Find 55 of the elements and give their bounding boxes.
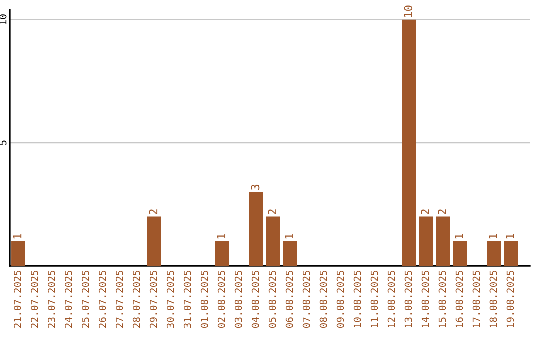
x-tick-label: 31.07.2025 — [184, 270, 192, 328]
data-label: 1 — [13, 234, 22, 239]
x-tick-label: 22.07.2025 — [30, 270, 38, 328]
y-tick-label: 5 — [0, 140, 7, 146]
x-tick-label: 25.07.2025 — [82, 270, 90, 328]
x-tick-label: 14.08.2025 — [422, 270, 430, 328]
bar — [487, 241, 502, 266]
data-label: 2 — [149, 210, 158, 215]
x-tick-label: 01.08.2025 — [200, 270, 208, 328]
bar — [266, 216, 280, 266]
x-tick-label: 12.08.2025 — [388, 270, 396, 328]
x-tick-label: 06.08.2025 — [286, 270, 294, 328]
x-tick-label: 13.08.2025 — [404, 270, 412, 328]
x-tick-label: 09.08.2025 — [336, 270, 344, 328]
bar — [215, 241, 230, 266]
data-label: 2 — [438, 210, 446, 215]
x-tick-label: 30.07.2025 — [166, 270, 174, 328]
x-tick-label: 04.08.2025 — [252, 270, 260, 328]
x-tick-label: 26.07.2025 — [98, 270, 106, 328]
x-tick-label: 02.08.2025 — [218, 270, 226, 328]
data-label: 10 — [404, 6, 413, 18]
data-label: 2 — [268, 210, 276, 215]
x-tick-label: 11.08.2025 — [370, 270, 378, 328]
x-tick-label: 29.07.2025 — [150, 270, 158, 328]
data-label: 1 — [455, 234, 464, 239]
x-tick-label: 19.08.2025 — [506, 270, 514, 328]
x-tick-label: 21.07.2025 — [14, 270, 22, 328]
bar — [249, 192, 264, 266]
x-tick-label: 10.08.2025 — [354, 270, 362, 328]
x-tick-label: 15.08.2025 — [438, 270, 446, 328]
data-label: 1 — [217, 234, 226, 239]
data-label: 3 — [251, 184, 260, 190]
data-label: 1 — [285, 234, 294, 239]
x-tick-label: 28.07.2025 — [132, 270, 140, 328]
x-tick-label: 23.07.2025 — [48, 270, 56, 328]
bar — [12, 241, 26, 266]
x-tick-label: 07.08.2025 — [302, 270, 310, 328]
bar — [402, 20, 416, 266]
bar — [283, 241, 298, 266]
x-tick-label: 27.07.2025 — [116, 270, 124, 328]
bar — [504, 241, 518, 266]
x-tick-label: 16.08.2025 — [456, 270, 464, 328]
data-label: 1 — [489, 234, 498, 239]
bar — [436, 216, 450, 266]
data-label: 1 — [506, 234, 514, 239]
x-tick-label: 08.08.2025 — [320, 270, 328, 328]
bar — [147, 216, 162, 266]
x-tick-label: 18.08.2025 — [490, 270, 498, 328]
x-tick-label: 24.07.2025 — [64, 270, 72, 328]
bar — [419, 216, 434, 266]
x-tick-label: 17.08.2025 — [472, 270, 480, 328]
x-tick-label: 03.08.2025 — [234, 270, 242, 328]
x-tick-label: 05.08.2025 — [268, 270, 276, 328]
bar — [453, 241, 468, 266]
data-label: 2 — [421, 210, 430, 215]
